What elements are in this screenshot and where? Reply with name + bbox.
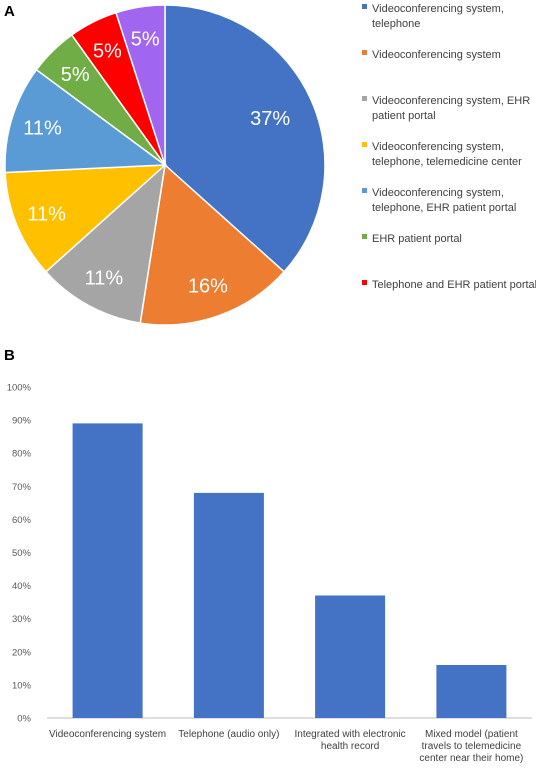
bar xyxy=(72,423,143,718)
x-category-label: Videoconferencing system xyxy=(49,729,166,740)
slice-value-label: 37% xyxy=(250,108,290,130)
bar-chart: 0% 10% 20% 30% 40% 50% 60% 70% 80% 90% 100% Videoco… xyxy=(7,383,532,764)
x-category-label: Integrated with electronic xyxy=(295,729,406,740)
legend-item: EHR patient portal xyxy=(362,233,462,245)
y-tick-label: 70% xyxy=(12,482,32,493)
slice-value-label: 11% xyxy=(85,268,124,290)
legend-swatch xyxy=(362,50,367,55)
x-category-label: travels to telemedicine xyxy=(422,741,522,752)
panel-label-b: B xyxy=(4,347,15,364)
y-tick-label: 30% xyxy=(12,614,32,625)
slice-value-label: 11% xyxy=(27,204,66,226)
legend-label: telephone, telemedicine center xyxy=(372,156,522,168)
legend-label: telephone xyxy=(372,18,420,30)
pie-slice xyxy=(44,163,167,324)
legend-label: telephone, EHR patient portal xyxy=(372,202,516,214)
y-tick-label: 60% xyxy=(12,515,32,526)
legend-label: Telephone and EHR patient portal xyxy=(372,279,536,291)
legend-swatch xyxy=(362,188,367,193)
y-tick-label: 90% xyxy=(12,416,32,427)
bar xyxy=(315,595,386,718)
x-category-label: Mixed model (patient xyxy=(425,729,518,740)
panel-label-a: A xyxy=(4,3,15,20)
y-tick-label: 50% xyxy=(12,548,32,559)
y-tick-label: 100% xyxy=(7,383,32,394)
legend-label: Videoconferencing system, xyxy=(372,187,504,199)
bar xyxy=(436,665,507,718)
slice-value-label: 11% xyxy=(23,118,62,140)
slice-value-label: 5% xyxy=(131,29,160,51)
pie-chart: 37%16%11%11%11%5%5%5% xyxy=(4,4,326,326)
legend-label: EHR patient portal xyxy=(372,233,462,245)
legend-swatch xyxy=(362,142,367,147)
y-tick-label: 10% xyxy=(12,680,32,691)
legend-swatch xyxy=(362,280,367,285)
x-category-label: center near their home) xyxy=(419,753,523,764)
bar xyxy=(193,492,264,718)
slice-value-label: 16% xyxy=(188,276,228,298)
legend-label: Videoconferencing system, xyxy=(372,141,504,153)
slice-value-label: 5% xyxy=(61,64,90,86)
x-category-label: health record xyxy=(321,741,379,752)
legend-swatch xyxy=(362,234,367,239)
x-category-label: Telephone (audio only) xyxy=(178,729,279,740)
legend-item: Videoconferencing system, telephone, EHR … xyxy=(362,187,516,214)
legend-item: Videoconferencing system, telephone, tele… xyxy=(362,141,522,168)
legend-item: Videoconferencing system, telephone xyxy=(362,3,504,30)
legend-swatch xyxy=(362,4,367,9)
legend-label: Videoconferencing system xyxy=(372,49,501,61)
y-tick-label: 40% xyxy=(12,581,32,592)
pie-slice xyxy=(115,4,166,166)
y-tick-label: 0% xyxy=(17,714,31,725)
y-tick-label: 20% xyxy=(12,647,32,658)
legend-label: Videoconferencing system, EHR xyxy=(372,95,530,107)
legend-item: Videoconferencing system xyxy=(362,49,501,61)
legend-swatch xyxy=(362,96,367,101)
pie-legend: Videoconferencing system,telephoneVideoc… xyxy=(362,3,536,291)
pie-slice xyxy=(164,4,326,273)
y-tick-label: 80% xyxy=(12,449,32,460)
pie-slice xyxy=(4,68,168,174)
legend-item: Telephone and EHR patient portal xyxy=(362,279,536,291)
slice-value-label: 5% xyxy=(93,41,122,63)
pie-slice xyxy=(139,163,286,326)
legend-label: patient portal xyxy=(372,110,436,122)
legend-label: Videoconferencing system, xyxy=(372,3,504,15)
pie-slice xyxy=(4,164,168,273)
legend-item: Videoconferencing system, EHR patient por… xyxy=(362,95,530,122)
